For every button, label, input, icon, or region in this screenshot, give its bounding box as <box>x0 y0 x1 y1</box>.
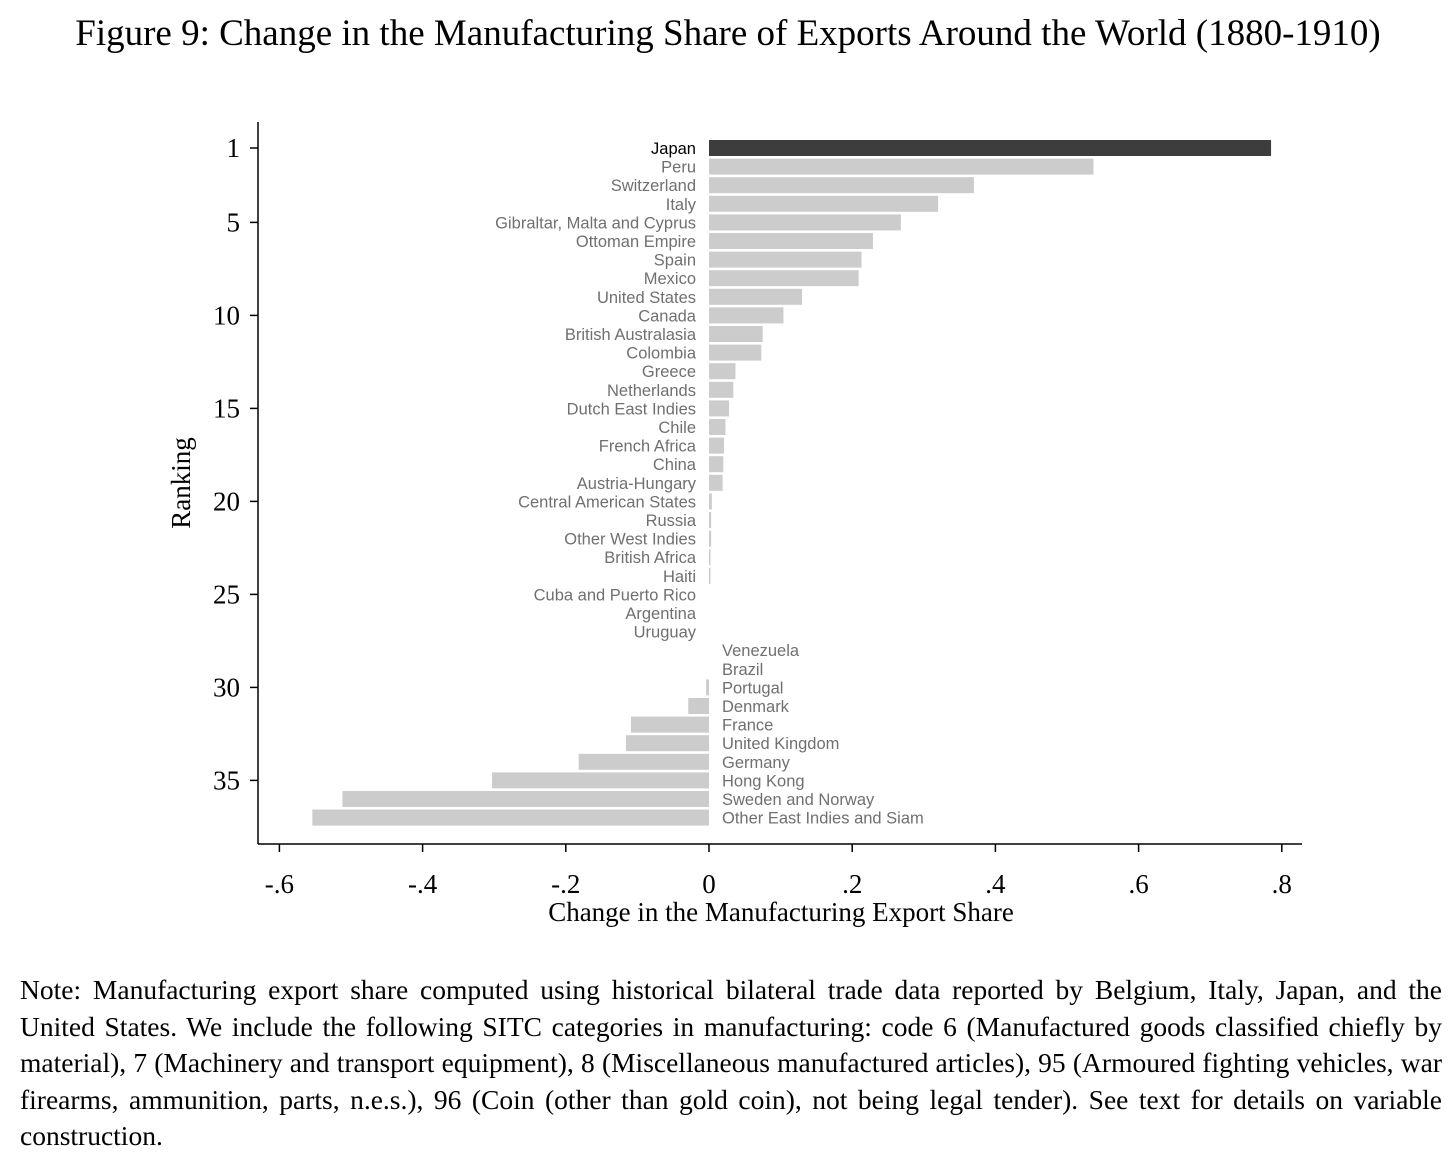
label-colombia: Colombia <box>626 345 697 363</box>
label-french-africa: French Africa <box>599 438 697 456</box>
label-canada: Canada <box>638 307 697 325</box>
label-denmark: Denmark <box>722 698 790 716</box>
bar-united-kingdom <box>625 735 709 752</box>
bar-british-australasia <box>709 326 763 342</box>
y-axis-label: Ranking <box>166 437 196 529</box>
bar-china <box>709 456 724 473</box>
label-ottoman-empire: Ottoman Empire <box>576 233 696 251</box>
label-venezuela: Venezuela <box>722 642 800 660</box>
bar-dutch-east-indies <box>709 400 730 417</box>
y-tick-label: 35 <box>213 765 240 795</box>
label-greece: Greece <box>642 363 696 381</box>
bar-central-american-states <box>709 493 712 510</box>
y-tick-label: 30 <box>213 672 240 702</box>
label-germany: Germany <box>722 754 791 772</box>
bar-peru <box>709 158 1094 175</box>
y-tick-label: 10 <box>213 300 240 330</box>
bar-portugal <box>706 679 709 696</box>
label-haiti: Haiti <box>663 568 696 586</box>
bar-switzerland <box>709 177 974 194</box>
label-united-states: United States <box>597 289 696 307</box>
bar-chile <box>709 419 726 435</box>
x-tick-label: 0 <box>702 869 716 899</box>
bar-british-africa <box>709 549 711 566</box>
label-switzerland: Switzerland <box>611 177 696 195</box>
label-italy: Italy <box>666 196 697 214</box>
label-united-kingdom: United Kingdom <box>722 735 839 753</box>
x-tick-label: -.2 <box>551 869 580 899</box>
bar-other-west-indies <box>709 530 712 547</box>
label-hong-kong: Hong Kong <box>722 772 805 790</box>
label-russia: Russia <box>646 512 697 530</box>
label-central-american-states: Central American States <box>518 493 696 511</box>
bars-layer <box>312 140 1272 826</box>
figure-note: Note: Manufacturing export share compute… <box>20 974 1442 1151</box>
bar-other-east-indies-and-siam <box>312 809 709 826</box>
bar-france <box>630 716 709 733</box>
label-netherlands: Netherlands <box>607 382 696 400</box>
label-peru: Peru <box>661 159 696 177</box>
y-tick-label: 15 <box>213 393 240 423</box>
bar-united-states <box>709 288 803 305</box>
y-tick-label: 5 <box>227 207 241 237</box>
bar-haiti <box>709 567 711 584</box>
bar-japan <box>709 140 1272 156</box>
bar-greece <box>709 363 736 380</box>
bar-canada <box>709 307 784 324</box>
bar-mexico <box>709 270 859 287</box>
label-other-east-indies-and-siam: Other East Indies and Siam <box>722 810 924 828</box>
x-tick-label: .2 <box>842 869 862 899</box>
bar-gibraltar-malta-and-cyprus <box>709 214 901 231</box>
x-tick-label: .8 <box>1272 869 1292 899</box>
bar-russia <box>709 512 712 528</box>
label-british-africa: British Africa <box>604 549 697 567</box>
bar-hong-kong <box>492 772 709 789</box>
label-british-australasia: British Australasia <box>565 326 697 344</box>
label-argentina: Argentina <box>625 605 696 623</box>
label-mexico: Mexico <box>644 270 696 288</box>
bar-germany <box>578 753 709 770</box>
x-tick-label: .4 <box>985 869 1006 899</box>
y-tick-label: 20 <box>213 486 240 516</box>
bar-spain <box>709 251 862 268</box>
label-austria-hungary: Austria-Hungary <box>577 475 697 493</box>
bar-netherlands <box>709 381 734 398</box>
label-dutch-east-indies: Dutch East Indies <box>567 400 696 418</box>
figure-title: Figure 9: Change in the Manufacturing Sh… <box>75 13 1381 54</box>
label-uruguay: Uruguay <box>634 624 697 642</box>
bar-denmark <box>688 698 709 714</box>
bar-colombia <box>709 344 762 361</box>
label-portugal: Portugal <box>722 679 783 697</box>
y-tick-label: 25 <box>213 579 240 609</box>
x-tick-label: -.6 <box>265 869 294 899</box>
label-cuba-and-puerto-rico: Cuba and Puerto Rico <box>534 586 696 604</box>
bar-italy <box>709 195 939 212</box>
label-brazil: Brazil <box>722 661 763 679</box>
label-sweden-and-norway: Sweden and Norway <box>722 791 875 809</box>
bar-french-africa <box>709 437 725 454</box>
bar-sweden-and-norway <box>342 791 709 807</box>
label-gibraltar-malta-and-cyprus: Gibraltar, Malta and Cyprus <box>495 214 696 232</box>
label-chile: Chile <box>658 419 696 437</box>
x-tick-label: -.4 <box>408 869 438 899</box>
x-tick-label: .6 <box>1128 869 1148 899</box>
x-axis-label: Change in the Manufacturing Export Share <box>548 897 1014 927</box>
label-china: China <box>653 456 697 474</box>
bar-austria-hungary <box>709 474 723 491</box>
label-france: France <box>722 717 773 735</box>
y-tick-label: 1 <box>227 133 241 163</box>
label-japan: Japan <box>651 140 696 158</box>
bar-ottoman-empire <box>709 233 873 249</box>
label-spain: Spain <box>654 252 696 270</box>
label-other-west-indies: Other West Indies <box>564 531 696 549</box>
